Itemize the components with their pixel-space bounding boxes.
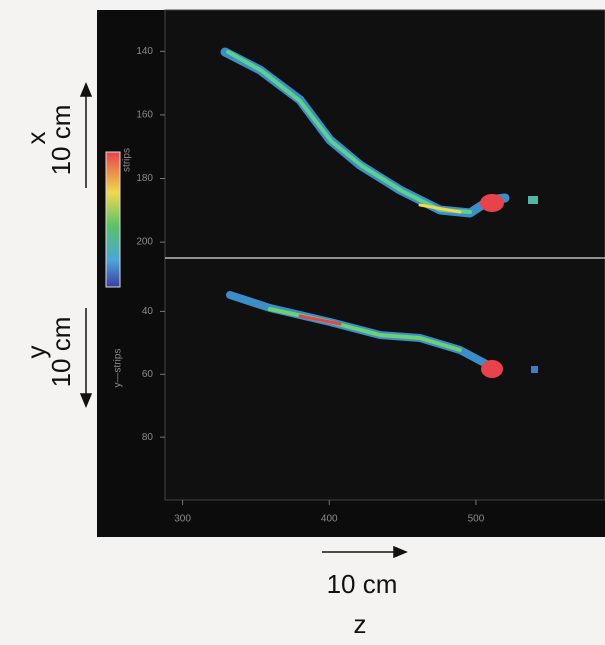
x-tick-label: 300 [174, 514, 191, 525]
y-tick-label: 180 [136, 173, 153, 184]
energy-blob [481, 360, 503, 378]
x-tick-label: 400 [321, 514, 338, 525]
axis-label: y [21, 346, 51, 359]
colorbar-label: strips [122, 148, 133, 172]
energy-blob [480, 194, 504, 212]
scale-arrows [79, 82, 408, 559]
y-tick-label: 200 [136, 237, 153, 248]
colorbar [105, 151, 121, 288]
track-y-hot [298, 314, 342, 326]
plot-area [164, 9, 605, 501]
track-x-hot [418, 203, 462, 214]
hit [531, 366, 538, 373]
y-tick-label: 160 [136, 110, 153, 121]
axis-label: y—strips [113, 349, 124, 388]
scale-label: 10 cm [46, 105, 76, 176]
scale-label: 10 cm [327, 569, 398, 599]
hit [528, 196, 538, 204]
axis-label: z [354, 609, 367, 639]
y-tick-label: 40 [142, 306, 154, 317]
x-tick-label: 500 [468, 514, 485, 525]
axis-label: x [21, 132, 51, 145]
tracks [220, 47, 510, 370]
y-tick-label: 140 [136, 46, 153, 57]
y-tick-label: 80 [142, 432, 154, 443]
y-tick-label: 60 [142, 369, 154, 380]
scale-label: 10 cm [46, 317, 76, 388]
